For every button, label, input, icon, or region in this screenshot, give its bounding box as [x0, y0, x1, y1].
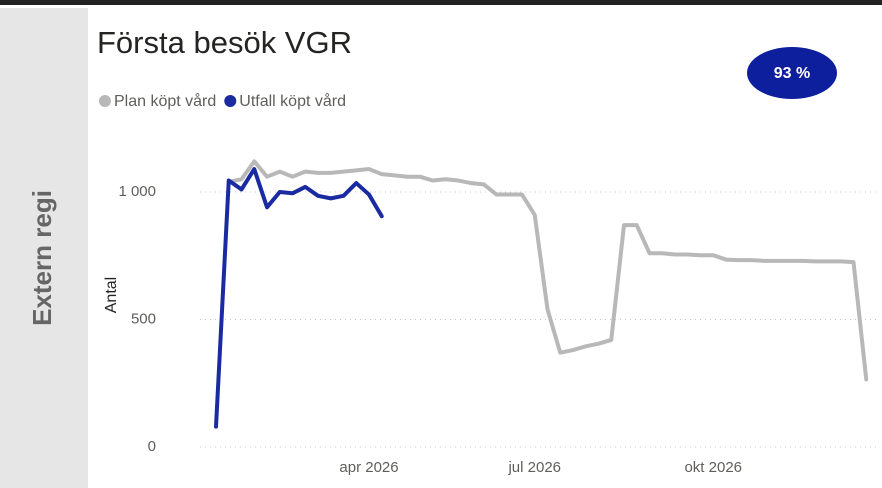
y-tick-label: 500 — [131, 310, 156, 327]
legend-swatch — [99, 95, 111, 107]
y-tick-label: 0 — [148, 438, 156, 455]
y-axis-label: Antal — [103, 277, 120, 313]
side-label: Extern regi — [27, 190, 57, 326]
legend-label: Utfall köpt vård — [239, 92, 346, 110]
x-tick-label: okt 2026 — [684, 459, 742, 476]
chart-title: Första besök VGR — [97, 25, 352, 60]
top-border — [0, 0, 882, 5]
x-tick-label: jul 2026 — [507, 459, 561, 476]
x-tick-label: apr 2026 — [339, 459, 398, 476]
legend-swatch — [224, 95, 237, 107]
series-line — [214, 167, 384, 429]
legend-label: Plan köpt vård — [114, 92, 216, 110]
series-line — [226, 159, 869, 382]
y-tick-label: 1 000 — [118, 183, 156, 200]
badge — [747, 47, 837, 99]
badge-text: 93 % — [774, 65, 810, 82]
side-panel — [0, 8, 88, 488]
